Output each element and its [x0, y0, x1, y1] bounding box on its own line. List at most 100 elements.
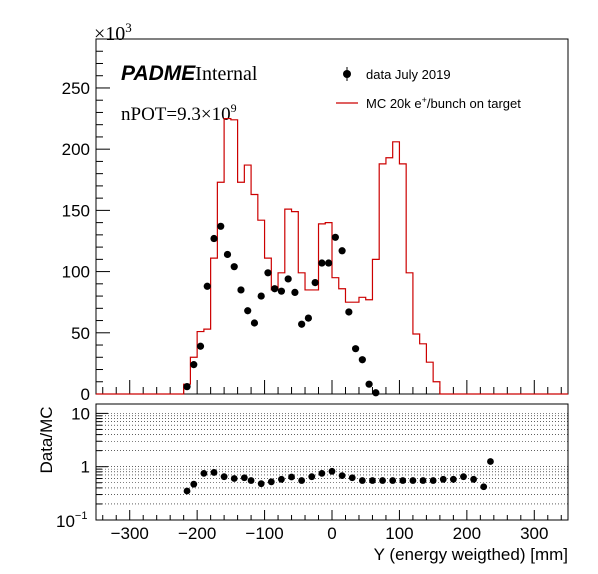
data-point	[244, 307, 252, 315]
top-y-tick-label: 50	[71, 324, 90, 343]
data-point	[298, 320, 306, 328]
ratio-point	[429, 477, 437, 484]
ratio-point	[439, 475, 447, 483]
x-tick-label: −100	[245, 524, 283, 543]
ratio-point	[267, 478, 275, 486]
data-point	[372, 389, 380, 397]
x-tick-label: −200	[178, 524, 216, 543]
top-y-tick-label: 100	[62, 263, 90, 282]
data-point	[190, 361, 198, 369]
ratio-point	[379, 477, 386, 484]
bottom-y-tick-label: 1	[81, 458, 90, 477]
ratio-point	[399, 477, 407, 484]
scale-label: ×103	[94, 20, 132, 45]
top-frame	[95, 38, 569, 395]
data-point	[230, 263, 238, 271]
x-tick-label: −300	[111, 524, 149, 543]
data-point	[291, 288, 299, 296]
bottom-x-axis: −300 −200 −100 0 100 200 300	[102, 510, 562, 543]
data-point	[331, 233, 339, 241]
data-point	[203, 282, 211, 290]
ratio-point	[480, 483, 488, 491]
data-point	[284, 275, 292, 283]
ratio-point	[298, 477, 306, 484]
legend-data-marker	[343, 70, 351, 78]
ratio-point	[278, 475, 285, 483]
data-point	[217, 222, 225, 230]
data-point	[183, 383, 191, 391]
data-point	[264, 269, 272, 277]
ratio-point	[389, 477, 397, 484]
top-y-tick-label: 250	[62, 79, 90, 98]
data-points	[183, 222, 380, 397]
ratio-point	[190, 480, 198, 488]
ratio-point	[183, 487, 191, 495]
ratio-point	[257, 480, 265, 488]
data-point	[196, 342, 205, 350]
bottom-y-tick-label: 10	[71, 404, 90, 423]
bottom-y-axis: 10 1	[71, 404, 108, 521]
top-panel: ×103 PADMEInternal nPOT=9.3×109 data Jul…	[62, 20, 569, 404]
data-point	[277, 287, 286, 295]
data-point	[365, 380, 373, 388]
data-point	[352, 345, 360, 353]
ratio-point	[247, 477, 255, 484]
bottom-ylabel: Data/MC	[37, 406, 56, 473]
data-point	[210, 234, 218, 243]
legend: data July 2019 MC 20k e+/bunch on target	[336, 67, 521, 111]
ratio-point	[409, 477, 417, 484]
ratio-point	[358, 477, 366, 484]
data-point	[325, 259, 333, 267]
top-y-tick-label: 150	[62, 201, 90, 220]
x-tick-label: 0	[327, 524, 336, 543]
bottom-min-label: 10−1	[56, 510, 87, 531]
bottom-panel: 101 −300 −200 −100 0 100 200 300 Data/MC 10−1 …	[37, 403, 569, 564]
mc-histogram-line	[96, 117, 568, 395]
bottom-grid	[96, 413, 568, 521]
ratio-point	[348, 474, 356, 482]
ratio-point	[338, 472, 346, 480]
ratio-points	[183, 458, 494, 495]
legend-data-label: data July 2019	[366, 67, 451, 82]
ratio-point	[288, 473, 295, 481]
data-point	[318, 259, 326, 267]
data-point	[358, 356, 366, 364]
ratio-point	[449, 475, 457, 483]
ratio-point	[460, 473, 467, 481]
data-point	[338, 247, 346, 255]
bottom-frame	[95, 403, 569, 521]
ratio-point	[328, 467, 336, 475]
ratio-point	[419, 477, 427, 484]
data-point	[257, 292, 265, 300]
x-tick-label: 100	[385, 524, 413, 543]
brand-label: PADMEInternal	[121, 62, 258, 85]
ratio-point	[240, 474, 248, 482]
x-axis-label: Y (energy weigthed) [mm]	[374, 545, 568, 564]
ratio-point	[308, 473, 316, 481]
ratio-point	[230, 475, 238, 482]
x-tick-label: 300	[520, 524, 548, 543]
ratio-point	[318, 469, 326, 477]
ratio-point	[210, 469, 218, 476]
ratio-point	[220, 473, 228, 481]
brand-suffix: Internal	[195, 63, 258, 85]
npot-label: nPOT=9.3×109	[121, 101, 237, 125]
top-y-axis: 0 50 100 150 200 250	[62, 50, 110, 404]
ratio-point	[200, 469, 208, 477]
x-tick-label: 200	[453, 524, 481, 543]
data-point	[304, 314, 312, 322]
data-point	[250, 319, 259, 327]
data-point	[345, 308, 353, 316]
brand-name: PADME	[121, 62, 196, 85]
top-y-tick-label: 200	[62, 140, 90, 159]
ratio-point	[470, 475, 477, 483]
data-point	[311, 279, 319, 287]
top-y-tick-label: 0	[81, 385, 90, 404]
ratio-point	[369, 477, 376, 484]
data-point	[223, 250, 232, 259]
legend-mc-label: MC 20k e+/bunch on target	[366, 95, 521, 111]
ratio-point	[487, 458, 494, 465]
data-point	[271, 285, 279, 293]
top-x-ticks	[102, 380, 562, 394]
